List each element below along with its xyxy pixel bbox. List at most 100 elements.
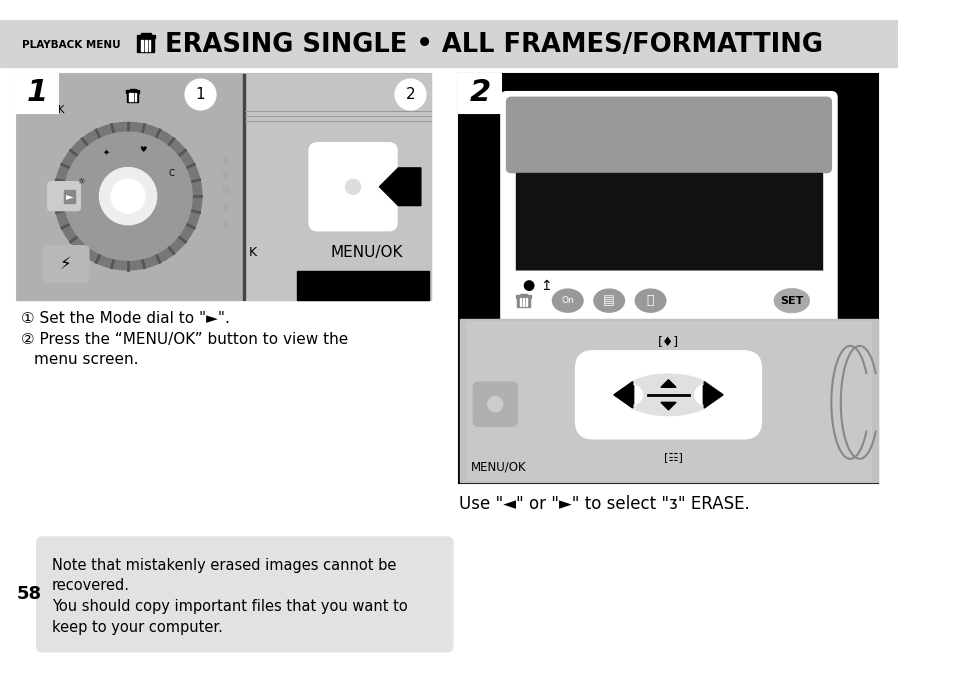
Text: K: K	[248, 246, 256, 259]
Text: [♦]: [♦]	[658, 335, 679, 348]
Bar	[134, 93, 136, 101]
Bar	[522, 298, 523, 306]
Text: ♥: ♥	[139, 145, 147, 154]
FancyBboxPatch shape	[310, 144, 395, 230]
Text: ② Press the “MENU/OK” button to view the: ② Press the “MENU/OK” button to view the	[21, 332, 348, 347]
FancyBboxPatch shape	[513, 271, 824, 301]
Text: You should copy important files that you want to: You should copy important files that you…	[51, 599, 407, 614]
Bar	[132, 93, 133, 101]
Bar	[516, 172, 821, 271]
FancyBboxPatch shape	[36, 537, 453, 652]
Bar	[141, 33, 151, 38]
Bar	[245, 74, 431, 300]
Bar	[516, 295, 531, 298]
Text: ✦: ✦	[102, 148, 110, 157]
Ellipse shape	[620, 374, 715, 416]
FancyBboxPatch shape	[473, 383, 517, 426]
Circle shape	[100, 168, 156, 225]
Bar	[460, 319, 877, 482]
Circle shape	[185, 80, 215, 109]
Circle shape	[487, 396, 502, 412]
Text: Use "◄" or "►" to select "ᴣ" ERASE.: Use "◄" or "►" to select "ᴣ" ERASE.	[459, 495, 749, 513]
Bar	[19, 34, 124, 56]
Text: 1: 1	[195, 87, 205, 102]
Circle shape	[111, 179, 145, 213]
Bar	[519, 294, 527, 298]
Circle shape	[222, 187, 229, 194]
Text: ⚡: ⚡	[60, 255, 71, 273]
Bar	[137, 38, 154, 52]
Bar	[517, 297, 530, 307]
Circle shape	[222, 172, 229, 179]
Text: 58: 58	[17, 585, 42, 603]
Bar	[141, 40, 143, 51]
Bar	[8, 23, 890, 65]
Text: ↥: ↥	[539, 279, 552, 293]
Circle shape	[345, 179, 360, 194]
Text: keep to your computer.: keep to your computer.	[51, 620, 222, 635]
Ellipse shape	[615, 385, 641, 405]
Text: K: K	[58, 104, 65, 115]
Text: 1: 1	[27, 78, 49, 107]
Bar	[17, 74, 243, 300]
Polygon shape	[702, 385, 720, 404]
Bar	[126, 90, 139, 93]
Bar	[519, 298, 520, 306]
FancyBboxPatch shape	[48, 182, 80, 210]
Circle shape	[222, 221, 229, 227]
Bar	[459, 74, 500, 113]
Text: MENU/OK: MENU/OK	[470, 461, 526, 474]
Text: ☼: ☼	[77, 177, 85, 185]
Bar	[459, 74, 878, 484]
Text: ►: ►	[66, 191, 73, 201]
Polygon shape	[660, 380, 676, 387]
Text: SET: SET	[780, 295, 802, 306]
Circle shape	[64, 132, 192, 260]
Ellipse shape	[773, 289, 809, 313]
FancyBboxPatch shape	[500, 91, 836, 324]
Text: ⎙: ⎙	[646, 294, 654, 307]
Text: 2: 2	[469, 78, 490, 107]
Text: 2: 2	[405, 87, 415, 102]
Bar	[17, 74, 431, 300]
Text: recovered.: recovered.	[51, 578, 130, 594]
FancyBboxPatch shape	[506, 98, 830, 172]
Ellipse shape	[694, 385, 720, 405]
Bar	[0, 20, 898, 67]
Circle shape	[524, 281, 534, 291]
Text: [☷]: [☷]	[663, 452, 682, 462]
Bar	[149, 40, 151, 51]
Text: ▤: ▤	[602, 294, 615, 307]
Ellipse shape	[551, 289, 583, 313]
Bar	[296, 271, 429, 300]
Circle shape	[54, 123, 201, 269]
Ellipse shape	[634, 289, 666, 313]
Circle shape	[222, 157, 229, 164]
Circle shape	[222, 204, 229, 211]
Bar	[467, 322, 870, 480]
Text: On: On	[560, 296, 574, 305]
Bar	[17, 74, 58, 113]
Text: Note that mistakenly erased images cannot be: Note that mistakenly erased images canno…	[51, 558, 395, 573]
Text: PLAYBACK MENU: PLAYBACK MENU	[22, 40, 121, 50]
Polygon shape	[616, 385, 633, 404]
Bar	[130, 89, 135, 93]
FancyBboxPatch shape	[43, 246, 89, 282]
Polygon shape	[379, 168, 420, 205]
Circle shape	[395, 80, 425, 109]
Bar	[243, 74, 245, 300]
FancyBboxPatch shape	[576, 352, 760, 438]
Text: C: C	[169, 170, 174, 179]
Polygon shape	[660, 403, 676, 410]
Bar	[525, 298, 526, 306]
Ellipse shape	[593, 289, 624, 313]
Text: ERASING SINGLE • ALL FRAMES/FORMATTING: ERASING SINGLE • ALL FRAMES/FORMATTING	[165, 32, 821, 58]
Bar	[127, 91, 138, 102]
Text: ① Set the Mode dial to "►".: ① Set the Mode dial to "►".	[21, 311, 230, 326]
Bar	[136, 35, 155, 38]
Text: menu screen.: menu screen.	[34, 352, 138, 368]
Polygon shape	[613, 382, 632, 408]
Bar	[130, 93, 131, 101]
Text: MENU/OK: MENU/OK	[331, 245, 403, 260]
Polygon shape	[703, 382, 722, 408]
